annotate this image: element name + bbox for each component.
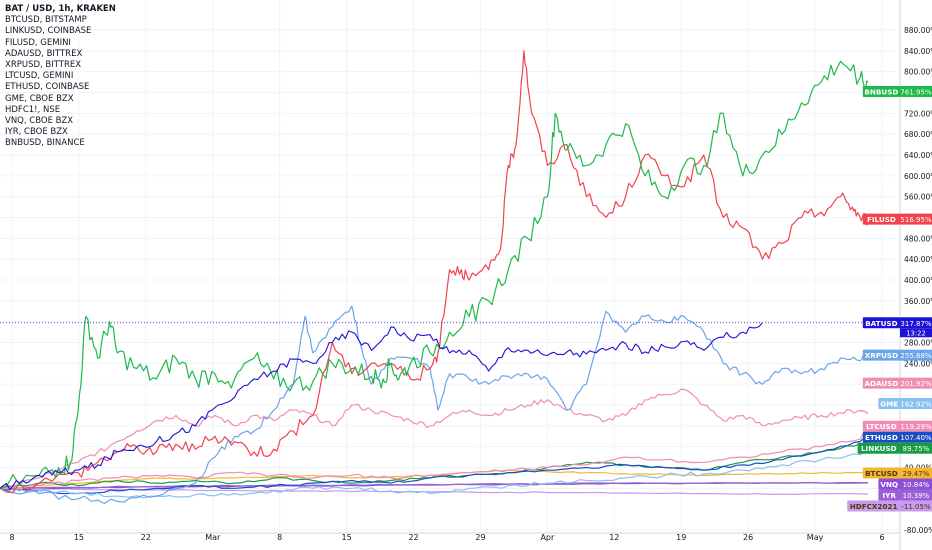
value-tag-xrp: [900, 349, 932, 361]
series-line-iyr: [0, 482, 869, 489]
value-tag-iyr: [900, 489, 932, 501]
value-tag-label: 10.39%: [903, 492, 930, 500]
y-tick-label: 480.00%: [904, 234, 932, 243]
value-tag-btc: [900, 467, 932, 479]
series-line-eth: [0, 432, 869, 495]
value-tag-label: 10.84%: [903, 481, 930, 489]
series-line-bat: [0, 322, 763, 491]
symbol-tag-label: ETHUSD: [865, 433, 898, 442]
symbol-tag-link: [857, 442, 900, 454]
value-tag-label: 29.47%: [903, 470, 930, 478]
y-tick-label: 240.00%: [904, 359, 932, 368]
y-tick-label: 720.00%: [904, 109, 932, 118]
symbol-tag-label: LINKUSD: [861, 444, 897, 453]
symbol-tag-fil: [862, 213, 900, 225]
value-tag-label: 119.29%: [900, 423, 931, 431]
x-tick-label: 29: [475, 533, 485, 542]
x-tick-label: Apr: [540, 533, 555, 542]
series-line-xrp: [0, 305, 869, 505]
x-tick-label: 8: [277, 533, 282, 542]
symbol-tag-iyr: [878, 489, 900, 501]
value-tag-ltc: [900, 420, 932, 432]
symbol-tag-label: HDFCX2021: [850, 502, 898, 511]
y-tick-label: 840.00%: [904, 47, 932, 56]
value-tag-label: 89.75%: [903, 445, 930, 453]
value-tag-link: [900, 442, 932, 454]
symbol-tag-label: BATUSD: [865, 319, 897, 328]
symbol-tag-ltc: [862, 420, 900, 432]
y-tick-label: 680.00%: [904, 130, 932, 139]
x-axis: 8 15 22 Mar 8 15 22 29 Apr 12 19 26 May 6: [9, 533, 884, 542]
value-tag-label: 761.95%: [900, 88, 931, 96]
value-tag-ada: [900, 377, 932, 389]
symbol-tag-label: LTCUSD: [866, 422, 897, 431]
x-tick-label: 22: [408, 533, 418, 542]
value-tag-hdfc: [900, 500, 932, 512]
y-tick-label: 400.00%: [904, 276, 932, 285]
symbol-tag-vnq: [878, 478, 900, 490]
symbol-tag-gme: [878, 397, 900, 409]
series-line-ltc: [0, 426, 869, 490]
symbol-tag-eth: [862, 431, 900, 443]
value-tag-label: 516.95%: [900, 216, 931, 224]
value-tag-bat: [900, 317, 932, 329]
symbol-tag-xrp: [862, 349, 900, 361]
y-tick-label: 560.00%: [904, 193, 932, 202]
series-line-fil: [0, 50, 869, 494]
symbol-tag-btc: [862, 467, 900, 479]
x-tick-label: May: [807, 533, 824, 542]
x-tick-label: 15: [342, 533, 352, 542]
countdown-tag: [900, 328, 932, 338]
y-tick-label: 880.00%: [904, 26, 932, 35]
symbol-tag-ada: [862, 377, 900, 389]
series-layer: [0, 50, 900, 505]
symbol-tag-label: ADAUSD: [864, 379, 898, 388]
value-tag-vnq: [900, 478, 932, 490]
symbol-tag-hdfc: [847, 500, 900, 512]
x-tick-label: Mar: [205, 533, 221, 542]
y-tick-label: 440.00%: [904, 255, 932, 264]
x-tick-label: 8: [9, 533, 14, 542]
value-tag-label: 107.40%: [900, 434, 931, 442]
value-tag-eth: [900, 431, 932, 443]
symbol-tag-label: BTCUSD: [865, 469, 898, 478]
y-tick-label: 640.00%: [904, 151, 932, 160]
value-tag-label: 317.87%: [900, 320, 931, 328]
x-tick-label: 6: [879, 533, 884, 542]
x-tick-label: 22: [141, 533, 151, 542]
x-tick-label: 15: [74, 533, 84, 542]
symbol-tag-label: GME: [880, 399, 898, 408]
price-labels: BNBUSD 761.95%FILUSD 516.95%BATUSD 317.87%1…: [847, 85, 932, 512]
grid: [0, 0, 901, 550]
x-tick-label: 12: [609, 533, 619, 542]
countdown-label: 13:22: [906, 329, 926, 337]
value-tag-gme: [900, 397, 932, 409]
symbol-tag-label: XRPUSD: [865, 351, 898, 360]
y-tick-label: 360.00%: [904, 297, 932, 306]
value-tag-bnb: [900, 85, 932, 97]
y-tick-label: 280.00%: [904, 339, 932, 348]
value-tag-fil: [900, 213, 932, 225]
symbol-tag-label: BNBUSD: [864, 87, 898, 96]
symbol-tag-bnb: [862, 85, 900, 97]
value-tag-label: -11.05%: [901, 503, 931, 511]
y-tick-label: 600.00%: [904, 172, 932, 181]
symbol-tag-bat: [862, 317, 900, 329]
symbol-tag-label: FILUSD: [867, 215, 896, 224]
value-tag-label: 162.92%: [900, 400, 931, 408]
value-tag-label: 255.68%: [900, 352, 931, 360]
series-line-ada: [0, 388, 869, 489]
x-tick-label: 26: [743, 533, 753, 542]
symbol-tag-label: IYR: [882, 491, 896, 500]
series-line-bnb: [0, 60, 869, 489]
x-tick-label: 19: [676, 533, 686, 542]
y-tick-label: -80.00%: [904, 526, 932, 535]
y-tick-label: 800.00%: [904, 68, 932, 77]
series-line-gme: [0, 448, 869, 499]
symbol-tag-label: VNQ: [880, 480, 898, 489]
value-tag-label: 201.92%: [900, 380, 931, 388]
series-line-link: [0, 440, 869, 489]
